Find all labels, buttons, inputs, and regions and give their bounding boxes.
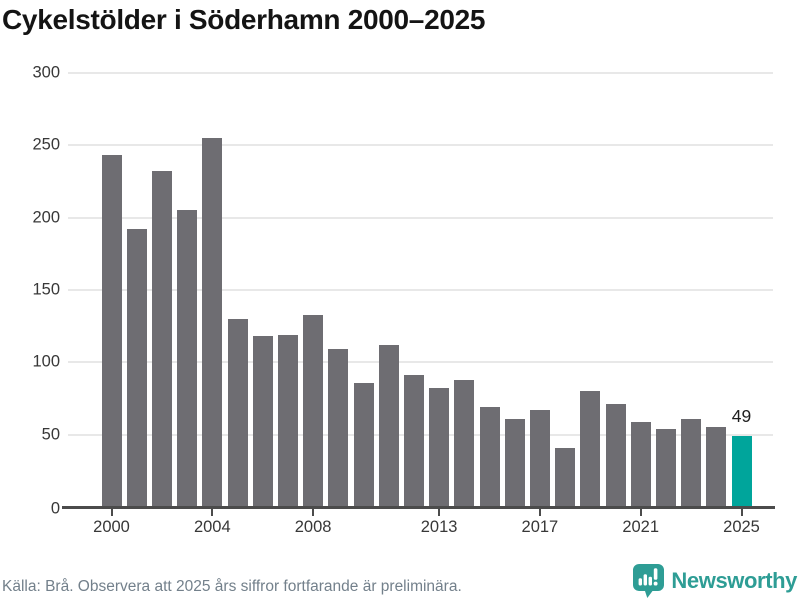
x-tick-2004 [211,509,214,516]
x-tick-2000 [110,509,113,516]
newsworthy-wordmark: Newsworthy [671,568,797,593]
bar-2007 [277,334,298,507]
y-axis-label-50: 50 [41,425,60,444]
y-axis-label-250: 250 [32,135,60,154]
x-tick-2017 [538,509,541,516]
bar-2008 [303,314,324,507]
x-axis-label-2008: 2008 [294,518,332,536]
gridline-y-300 [68,72,773,74]
x-axis-line [62,505,775,509]
chart-title: Cykelstölder i Söderhamn 2000–2025 [2,4,486,35]
bar-2000 [101,155,122,507]
x-axis-label-2013: 2013 [420,518,458,536]
bar-2014 [454,379,475,507]
bar-2018 [555,447,576,507]
bar-2019 [580,391,601,507]
y-axis-label-100: 100 [32,352,60,371]
gridline-y-150 [68,289,773,291]
bar-2012 [403,375,424,507]
gridline-y-200 [68,216,773,219]
x-axis-label-2004: 2004 [193,518,231,536]
newsworthy-logo: Newsworthy [633,563,797,599]
bar-2022 [655,428,676,507]
x-axis-label-2025: 2025 [723,518,760,536]
bar-2021 [630,421,651,507]
bar-2005 [227,318,248,507]
y-axis-label-150: 150 [32,280,60,299]
bar-2010 [353,382,374,507]
x-tick-2021 [639,509,642,516]
bar-2001 [126,229,147,507]
source-note: Källa: Brå. Observera att 2025 års siffr… [2,578,462,595]
bar-2002 [151,171,172,507]
newsworthy-chart-bubble-icon [633,564,665,598]
x-tick-2025 [740,509,743,516]
x-axis-label-2000: 2000 [93,518,130,536]
y-axis-label-300: 300 [32,63,60,82]
gridline-y-100 [68,361,773,364]
bar-2004 [202,138,223,507]
bar-2025 [731,436,752,507]
bar-2011 [378,344,399,507]
x-axis-label-2021: 2021 [622,518,660,536]
bar-2016 [504,418,525,507]
bar-2006 [252,336,273,507]
x-axis-label-2017: 2017 [521,518,559,536]
y-axis-label-0: 0 [50,499,60,517]
bar-2013 [429,388,450,507]
bar-2023 [681,418,702,507]
bar-2009 [328,349,349,507]
gridline-y-250 [68,144,773,147]
bar-2017 [529,410,550,507]
highlight-value-label: 49 [731,406,752,427]
bar-2015 [479,407,500,507]
x-tick-2013 [438,509,441,516]
bar-2003 [177,210,198,507]
bar-2024 [706,427,727,507]
y-axis-label-200: 200 [32,208,60,227]
x-tick-2008 [312,509,315,516]
bar-2020 [605,404,626,507]
